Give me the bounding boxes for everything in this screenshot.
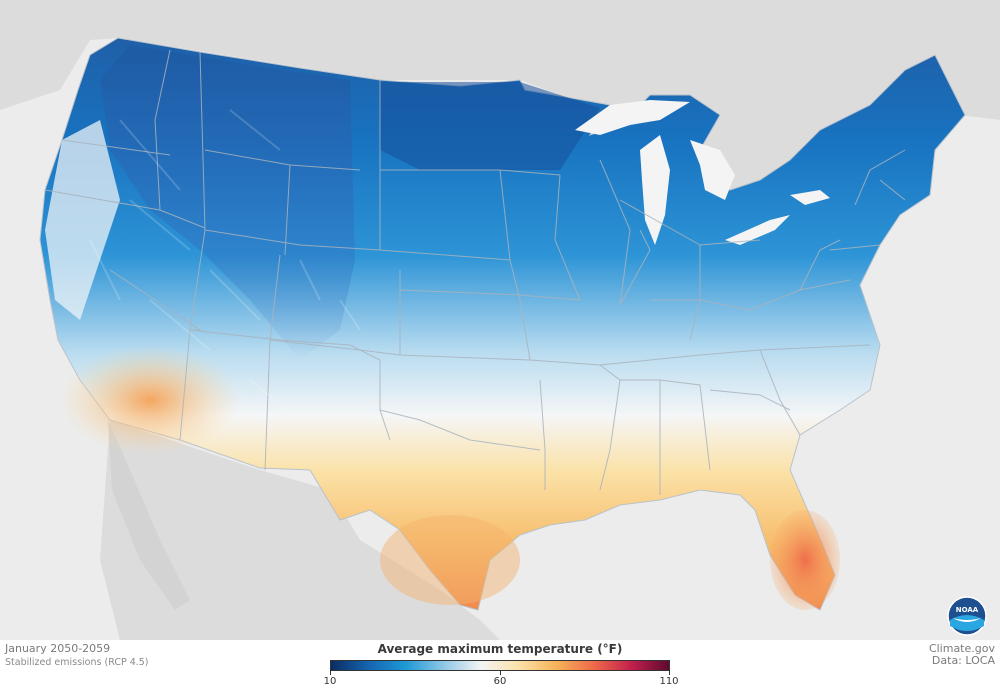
northern-plains-cold <box>380 82 600 170</box>
legend-color-bar <box>330 660 670 671</box>
lake-michigan <box>640 135 670 245</box>
state-boundaries <box>44 49 906 495</box>
pacific-coast-light <box>45 120 120 320</box>
lake-ontario <box>790 190 830 205</box>
california-warm <box>60 345 240 455</box>
baja-land <box>108 420 190 610</box>
rockies-cold <box>100 45 355 360</box>
texas-warm <box>380 515 520 605</box>
canada-land <box>0 0 1000 230</box>
lake-huron <box>690 140 735 200</box>
legend-tick-min <box>330 671 331 675</box>
svg-text:NOAA: NOAA <box>956 606 979 614</box>
mexico-land <box>100 420 500 640</box>
time-period-label: January 2050-2059 <box>5 642 111 655</box>
legend-tick-max <box>669 671 670 675</box>
credit-site: Climate.gov <box>928 642 995 655</box>
credit-data: Data: LOCA <box>931 654 995 667</box>
legend-max-label: 110 <box>659 676 679 687</box>
lake-erie <box>725 215 790 245</box>
map-canvas: NOAA <box>0 0 1000 640</box>
noaa-logo: NOAA <box>947 596 987 636</box>
temperature-map <box>0 0 1000 640</box>
lake-superior <box>575 100 690 135</box>
terrain-texture <box>89 109 361 421</box>
legend-mid-label: 60 <box>493 676 507 687</box>
map-footer: January 2050-2059 Stabilized emissions (… <box>0 640 1000 690</box>
scenario-label: Stabilized emissions (RCP 4.5) <box>5 657 149 668</box>
florida-warm <box>770 510 840 610</box>
legend-title: Average maximum temperature (°F) <box>377 642 623 656</box>
legend-min-label: 10 <box>323 676 337 687</box>
legend-tick-mid <box>500 671 501 675</box>
